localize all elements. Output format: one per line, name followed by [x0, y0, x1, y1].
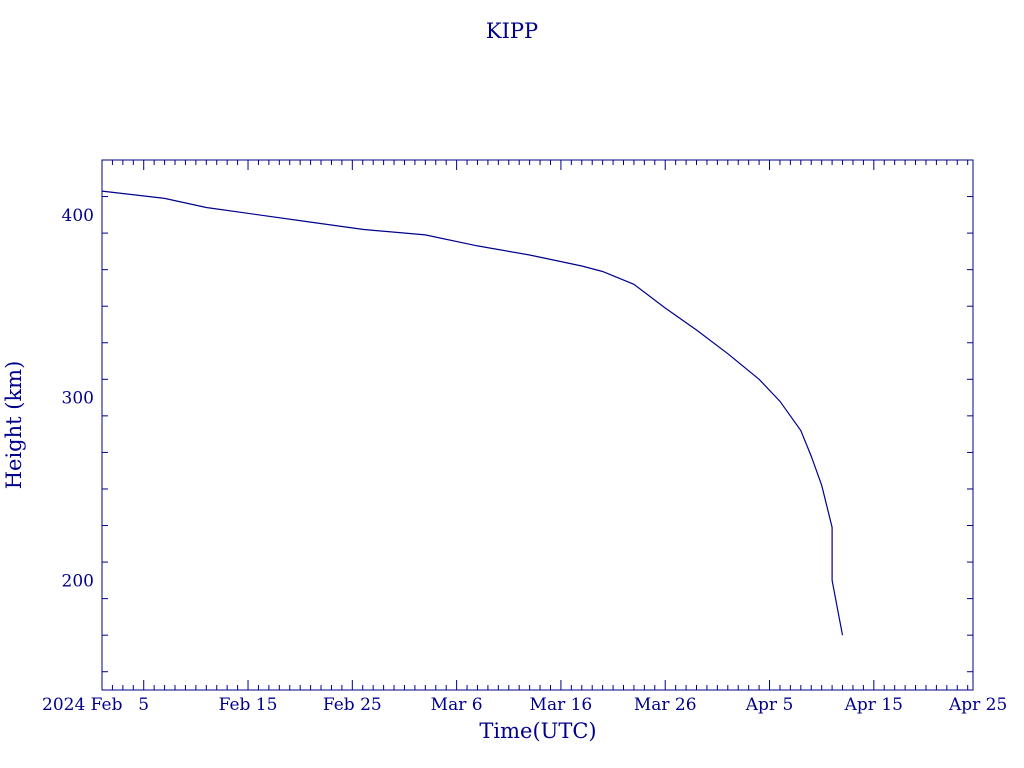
- y-axis-label: Height (km): [2, 361, 26, 490]
- y-tick-labels: 200 300 400: [62, 206, 94, 592]
- x-tick-labels: 5 Feb 15 Feb 25 Mar 6 Mar 16 Mar 26 Apr 5 Apr 1…: [138, 695, 1007, 715]
- x-tick-label: Mar 6: [431, 695, 483, 715]
- x-tick-label: Mar 16: [530, 695, 593, 715]
- x-tick-label: Apr 15: [844, 695, 903, 715]
- y-tick-label: 300: [62, 389, 94, 409]
- series-line-height: [101, 190, 844, 636]
- x-tick-label: Apr 25: [948, 695, 1007, 715]
- plot-frame: [101, 159, 974, 691]
- y-tick-label: 200: [62, 571, 94, 591]
- x-tick-label: Apr 5: [745, 695, 794, 715]
- y-tick-label: 400: [62, 206, 94, 226]
- x-tick-label: Mar 26: [634, 695, 697, 715]
- chart-title: KIPP: [486, 19, 538, 43]
- x-tick-label: Feb 25: [323, 695, 382, 715]
- x-ticks: [101, 160, 969, 690]
- x-tick-label: Feb 15: [219, 695, 278, 715]
- x-axis-label: Time(UTC): [479, 719, 596, 743]
- x-origin-label: 2024 Feb: [42, 695, 123, 715]
- y-ticks: [102, 196, 973, 673]
- x-tick-label: 5: [138, 695, 149, 715]
